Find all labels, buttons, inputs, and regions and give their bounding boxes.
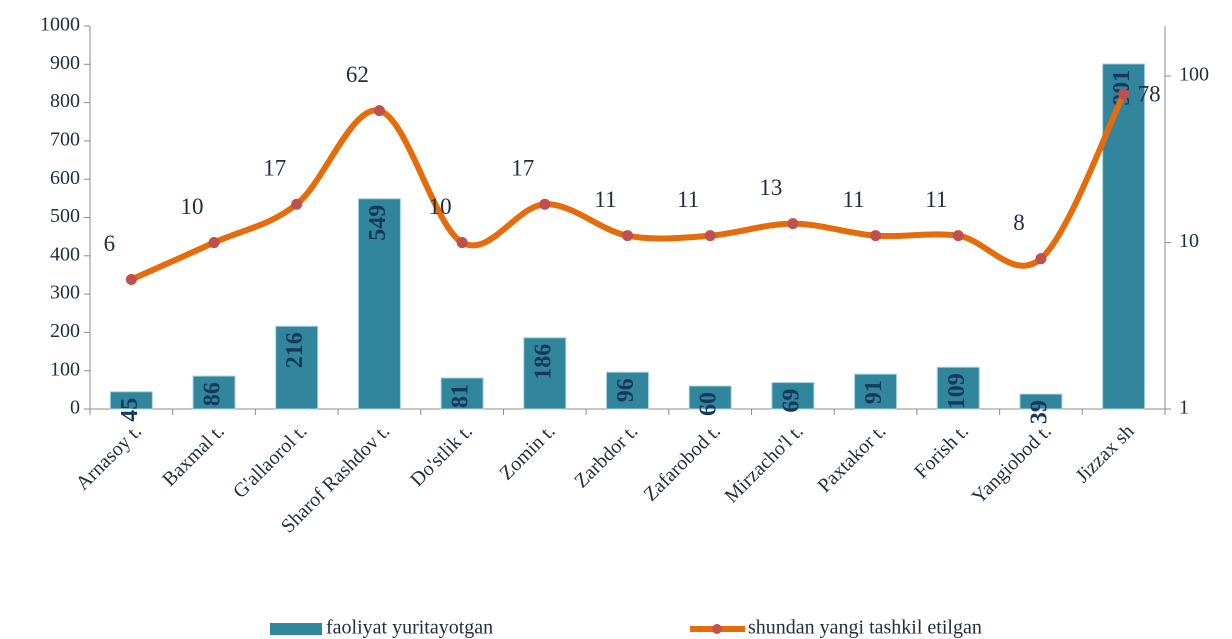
- y2-tick-label: 1: [1179, 397, 1189, 419]
- x-tick-label: Zomin t.: [495, 420, 559, 484]
- line-value-label: 8: [1013, 210, 1025, 235]
- bar: [936, 366, 980, 410]
- bar: [1019, 393, 1063, 410]
- bar-value-label: 186: [530, 344, 556, 380]
- y-tick-label: 700: [50, 128, 80, 150]
- x-tick-label: Paxtakor t.: [814, 420, 891, 497]
- x-tick-label: Zafarobod t.: [640, 420, 725, 505]
- bar: [109, 391, 153, 410]
- line-marker: [291, 198, 303, 210]
- x-tick-label: Jizzax sh: [1071, 420, 1138, 487]
- line-marker: [952, 230, 964, 242]
- line-marker: [704, 230, 716, 242]
- line-value-label: 10: [429, 194, 452, 219]
- bar: [357, 198, 401, 410]
- line-marker: [870, 230, 882, 242]
- x-tick-label: Zarbdor t.: [570, 420, 642, 492]
- y-tick-label: 400: [50, 243, 80, 265]
- bar-value-label: 109: [944, 373, 970, 409]
- x-tick-label: G'allaorol t.: [229, 420, 312, 503]
- bar-value-label: 91: [861, 380, 887, 404]
- bar: [606, 371, 649, 410]
- line-marker: [125, 273, 137, 285]
- bar-value-label: 81: [448, 384, 474, 408]
- bar-value-label: 96: [613, 378, 639, 402]
- line-value-label: 11: [842, 187, 864, 212]
- bar-value-label: 39: [1026, 400, 1052, 424]
- line-value-label: 10: [181, 194, 204, 219]
- y-tick-label: 0: [70, 397, 80, 419]
- y-tick-label: 1000: [40, 14, 80, 36]
- legend-label: shundan yangi tashkil etilgan: [748, 617, 982, 639]
- line-value-label: 6: [104, 231, 116, 256]
- x-tick-label: Do'stlik t.: [406, 420, 477, 491]
- bar: [192, 375, 236, 410]
- y-tick-label: 300: [50, 282, 80, 304]
- legend-marker: [712, 624, 722, 634]
- line-value-label: 11: [925, 187, 947, 212]
- line-marker: [373, 105, 385, 117]
- x-tick-label: Yangiobod t.: [968, 420, 1056, 508]
- line-value-label: 11: [677, 187, 699, 212]
- line-marker: [622, 230, 633, 242]
- bar-value-label: 216: [282, 332, 308, 368]
- y-tick-label: 800: [50, 90, 80, 112]
- y2-tick-label: 10: [1179, 230, 1199, 252]
- line-marker: [1035, 253, 1047, 265]
- y-tick-label: 200: [50, 320, 80, 342]
- bar-value-label: 86: [200, 382, 226, 406]
- bar-value-label: 69: [778, 389, 804, 413]
- line-value-label: 11: [594, 187, 616, 212]
- y-tick-label: 900: [50, 52, 80, 74]
- bar: [688, 385, 732, 410]
- line-marker: [539, 198, 551, 210]
- x-tick-label: Arnasoy t.: [72, 420, 146, 494]
- bar-value-label: 60: [696, 392, 722, 416]
- bar-value-label: 45: [117, 398, 143, 422]
- bar-value-label: 549: [365, 205, 391, 241]
- line-value-label: 78: [1138, 81, 1161, 106]
- bar: [440, 377, 484, 410]
- bar: [523, 337, 567, 410]
- bar: [854, 373, 898, 410]
- legend-swatch: [270, 623, 322, 635]
- x-tick-label: Mirzacho'l t.: [720, 420, 807, 507]
- line: [128, 91, 1127, 283]
- line-value-label: 17: [511, 155, 534, 180]
- y-tick-label: 100: [50, 358, 80, 380]
- bar: [275, 325, 319, 410]
- bar: [771, 382, 815, 410]
- line-marker: [787, 218, 799, 230]
- line-marker: [456, 237, 468, 249]
- bar: [1102, 63, 1146, 410]
- line-marker: [1118, 88, 1130, 100]
- line-marker: [208, 237, 220, 249]
- legend-label: faoliyat yuritayotgan: [326, 617, 493, 639]
- line-value-label: 17: [263, 155, 286, 180]
- y-tick-label: 500: [50, 205, 80, 227]
- x-tick-label: Forish t.: [910, 420, 973, 483]
- line-value-label: 13: [759, 175, 782, 200]
- y2-tick-label: 100: [1179, 64, 1209, 86]
- y-tick-label: 600: [50, 167, 80, 189]
- line-value-label: 62: [346, 62, 369, 87]
- x-tick-label: Baxmal t.: [158, 420, 229, 491]
